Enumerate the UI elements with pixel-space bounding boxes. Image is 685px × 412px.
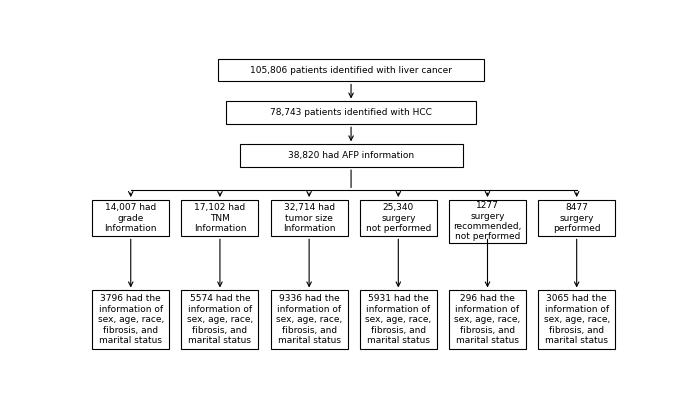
- Text: 1277
surgery
recommended,
not performed: 1277 surgery recommended, not performed: [453, 201, 522, 241]
- FancyBboxPatch shape: [92, 200, 169, 236]
- Text: 3796 had the
information of
sex, age, race,
fibrosis, and
marital status: 3796 had the information of sex, age, ra…: [98, 295, 164, 345]
- Text: 105,806 patients identified with liver cancer: 105,806 patients identified with liver c…: [250, 66, 452, 75]
- FancyBboxPatch shape: [271, 200, 347, 236]
- Text: 25,340
surgery
not performed: 25,340 surgery not performed: [366, 203, 431, 233]
- FancyBboxPatch shape: [449, 290, 526, 349]
- FancyBboxPatch shape: [360, 290, 437, 349]
- FancyBboxPatch shape: [219, 59, 484, 82]
- FancyBboxPatch shape: [271, 290, 347, 349]
- FancyBboxPatch shape: [449, 200, 526, 243]
- Text: 9336 had the
information of
sex, age, race,
fibrosis, and
marital status: 9336 had the information of sex, age, ra…: [276, 295, 342, 345]
- Text: 5931 had the
information of
sex, age, race,
fibrosis, and
marital status: 5931 had the information of sex, age, ra…: [365, 295, 432, 345]
- FancyBboxPatch shape: [182, 290, 258, 349]
- FancyBboxPatch shape: [226, 101, 476, 124]
- Text: 17,102 had
TNM
Information: 17,102 had TNM Information: [194, 203, 246, 233]
- Text: 5574 had the
information of
sex, age, race,
fibrosis, and
marital status: 5574 had the information of sex, age, ra…: [187, 295, 253, 345]
- FancyBboxPatch shape: [360, 200, 437, 236]
- Text: 38,820 had AFP information: 38,820 had AFP information: [288, 151, 414, 160]
- FancyBboxPatch shape: [92, 290, 169, 349]
- Text: 8477
surgery
performed: 8477 surgery performed: [553, 203, 601, 233]
- Text: 32,714 had
tumor size
Information: 32,714 had tumor size Information: [283, 203, 336, 233]
- Text: 14,007 had
grade
Information: 14,007 had grade Information: [105, 203, 157, 233]
- FancyBboxPatch shape: [240, 144, 462, 167]
- Text: 3065 had the
information of
sex, age, race,
fibrosis, and
marital status: 3065 had the information of sex, age, ra…: [544, 295, 610, 345]
- FancyBboxPatch shape: [182, 200, 258, 236]
- FancyBboxPatch shape: [538, 290, 615, 349]
- Text: 78,743 patients identified with HCC: 78,743 patients identified with HCC: [270, 108, 432, 117]
- Text: 296 had the
information of
sex, age, race,
fibrosis, and
marital status: 296 had the information of sex, age, rac…: [454, 295, 521, 345]
- FancyBboxPatch shape: [538, 200, 615, 236]
